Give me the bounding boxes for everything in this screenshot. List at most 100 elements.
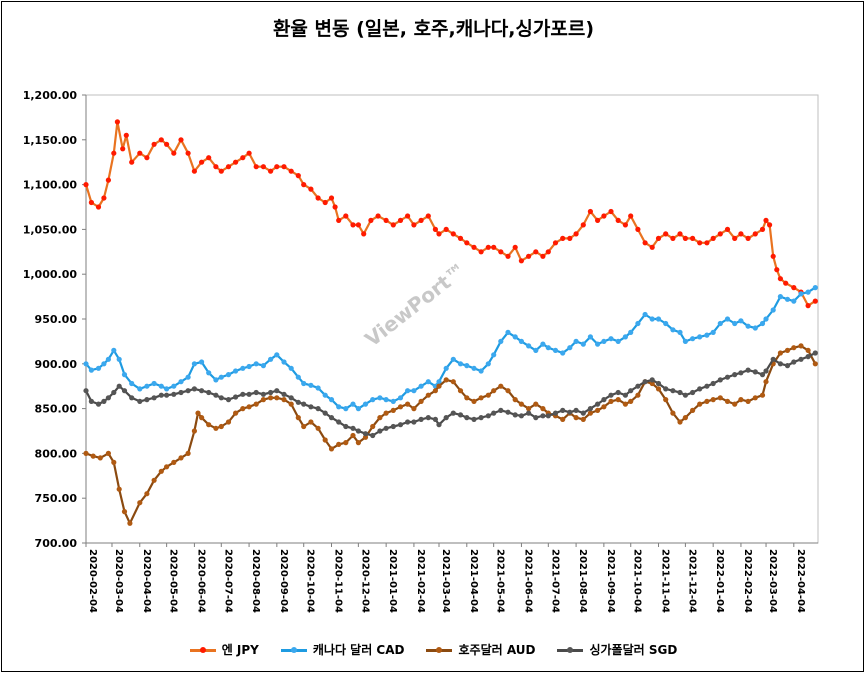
data-point xyxy=(697,240,703,246)
data-point xyxy=(608,398,614,404)
data-point xyxy=(83,182,89,188)
data-point xyxy=(268,389,274,396)
data-point xyxy=(350,432,356,439)
data-point xyxy=(677,389,683,396)
data-point xyxy=(464,395,470,401)
data-point xyxy=(622,401,629,407)
data-point xyxy=(383,425,389,431)
data-point xyxy=(595,217,601,223)
data-point xyxy=(397,404,404,410)
data-point xyxy=(268,168,274,174)
data-point xyxy=(370,423,376,430)
data-point xyxy=(783,280,789,286)
y-tick-label: 1,050.00 xyxy=(23,223,78,236)
data-point xyxy=(724,226,731,232)
data-point xyxy=(710,380,716,387)
data-point xyxy=(812,285,818,291)
data-point xyxy=(116,486,122,492)
data-point xyxy=(642,379,648,385)
legend-label: 호주달러 AUD xyxy=(458,643,536,657)
data-point xyxy=(485,361,491,367)
data-point xyxy=(105,395,111,401)
x-tick-label: 2020-04-04 xyxy=(141,549,152,613)
data-point xyxy=(443,365,449,371)
data-point xyxy=(171,383,177,389)
data-point xyxy=(512,397,518,403)
data-point xyxy=(704,332,710,338)
data-point xyxy=(485,413,491,419)
data-point xyxy=(83,388,89,394)
data-point xyxy=(443,226,449,232)
data-point xyxy=(390,222,396,228)
data-point xyxy=(498,249,504,255)
data-point xyxy=(336,217,342,223)
data-point xyxy=(717,395,723,401)
data-point xyxy=(690,389,696,396)
data-point xyxy=(328,397,335,403)
data-point xyxy=(732,320,738,327)
data-point xyxy=(622,392,629,398)
data-point xyxy=(105,450,111,456)
y-tick-label: 1,100.00 xyxy=(23,179,78,192)
x-tick-label: 2020-05-04 xyxy=(168,549,179,613)
data-point xyxy=(101,195,107,201)
data-point xyxy=(518,413,525,419)
data-point xyxy=(322,437,328,443)
data-point xyxy=(315,195,321,201)
data-point xyxy=(690,336,696,342)
data-point xyxy=(411,222,417,228)
legend-item: 캐나다 달러 CAD xyxy=(280,641,404,658)
data-point xyxy=(710,397,716,403)
data-point xyxy=(425,415,431,421)
data-point xyxy=(268,395,274,401)
data-point xyxy=(129,159,135,165)
data-point xyxy=(116,383,122,389)
data-point xyxy=(457,235,464,241)
data-point xyxy=(457,388,464,394)
data-point xyxy=(411,388,417,394)
data-point xyxy=(436,379,442,385)
data-point xyxy=(505,329,511,335)
data-point xyxy=(457,412,464,418)
data-point xyxy=(752,231,758,237)
data-point xyxy=(343,423,349,430)
data-point xyxy=(397,422,404,428)
data-point xyxy=(615,338,621,344)
data-point xyxy=(390,398,396,404)
data-point xyxy=(425,213,431,219)
data-point xyxy=(670,388,676,394)
data-point xyxy=(649,244,655,250)
data-point xyxy=(704,398,710,404)
data-point xyxy=(95,401,102,407)
data-point xyxy=(218,374,224,380)
data-point xyxy=(308,186,314,192)
data-point xyxy=(225,164,232,170)
data-point xyxy=(732,372,738,378)
data-point xyxy=(759,372,766,378)
data-point xyxy=(717,231,723,237)
data-point xyxy=(526,406,532,412)
data-point xyxy=(545,345,551,351)
data-point xyxy=(185,388,191,394)
data-point xyxy=(83,361,89,367)
data-point xyxy=(88,398,94,404)
data-point xyxy=(370,397,376,403)
data-point xyxy=(791,345,797,351)
data-point xyxy=(491,410,497,416)
data-point xyxy=(491,244,497,250)
data-point xyxy=(178,379,184,385)
data-point xyxy=(655,235,662,241)
data-point xyxy=(225,397,232,403)
data-point xyxy=(144,155,150,161)
data-point xyxy=(213,377,219,383)
data-point xyxy=(377,395,383,401)
x-tick-label: 2020-08-04 xyxy=(250,549,261,613)
data-point xyxy=(362,434,369,440)
data-point xyxy=(137,150,143,156)
data-point xyxy=(724,398,731,404)
data-point xyxy=(350,401,356,407)
data-point xyxy=(233,410,239,416)
data-point xyxy=(805,289,811,295)
data-point xyxy=(191,386,197,392)
